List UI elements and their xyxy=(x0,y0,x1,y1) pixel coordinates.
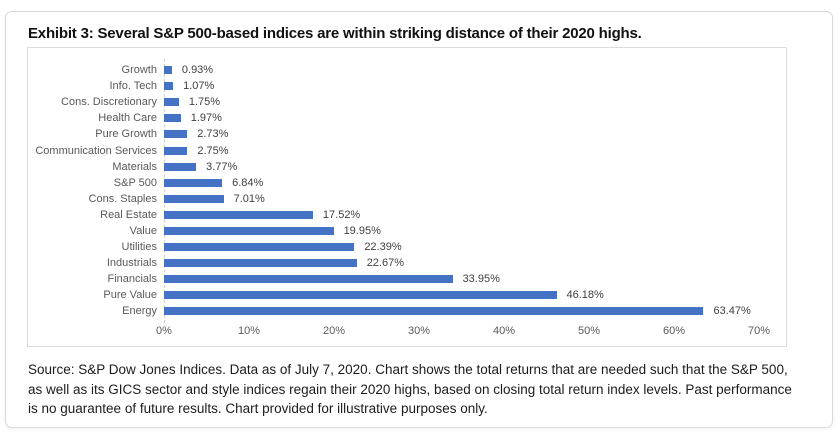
bar-row: Industrials 22.67% xyxy=(28,255,786,271)
bar-row: Cons. Staples 7.01% xyxy=(28,191,786,207)
bar-value-label: 1.07% xyxy=(183,80,215,93)
category-label: S&P 500 xyxy=(113,176,157,189)
category-label: Energy xyxy=(122,305,157,318)
bar-row: Communication Services 2.75% xyxy=(28,142,786,158)
category-label: Growth xyxy=(121,64,157,77)
bar-value-label: 22.67% xyxy=(366,257,404,270)
bar xyxy=(164,275,453,284)
bar xyxy=(164,114,181,123)
bar-track: 1.75% xyxy=(164,94,786,110)
bar-row: Energy 63.47% xyxy=(28,303,786,319)
category-label: Health Care xyxy=(98,112,157,125)
bar-value-label: 0.93% xyxy=(181,64,214,77)
bar-row: Value 19.95% xyxy=(28,223,786,239)
bar-track: 7.01% xyxy=(164,191,786,207)
bar-row: Info. Tech 1.07% xyxy=(28,78,786,94)
bar xyxy=(164,259,357,268)
bar-track: 22.67% xyxy=(164,255,786,271)
bar-row: S&P 500 6.84% xyxy=(28,175,786,191)
source-note: Source: S&P Dow Jones Indices. Data as o… xyxy=(28,360,820,419)
bar-track: 19.95% xyxy=(164,223,786,239)
category-label: Cons. Discretionary xyxy=(61,96,157,109)
bar-value-label: 17.52% xyxy=(322,208,361,221)
bar-track: 22.39% xyxy=(164,239,786,255)
bar xyxy=(164,178,223,187)
category-label: Real Estate xyxy=(100,208,157,221)
category-label: Utilities xyxy=(121,241,157,254)
bar-value-label: 63.47% xyxy=(713,305,751,318)
bar-row: Growth 0.93% xyxy=(28,62,786,78)
bar xyxy=(164,146,188,155)
bar-row: Financials 33.95% xyxy=(28,271,786,287)
category-label: Industrials xyxy=(106,257,157,270)
bar-row: Health Care 1.97% xyxy=(28,110,786,126)
bar xyxy=(164,82,174,91)
exhibit-card: Exhibit 3: Several S&P 500-based indices… xyxy=(5,11,833,428)
bar-value-label: 3.77% xyxy=(206,160,238,173)
bar-track: 63.47% xyxy=(164,303,786,319)
source-note-line: as well as its GICS sector and style ind… xyxy=(28,381,792,397)
bar-value-label: 1.75% xyxy=(188,96,221,109)
bar xyxy=(164,66,172,75)
x-tick-label: 70% xyxy=(747,325,771,337)
bar-track: 6.84% xyxy=(164,175,786,191)
bar xyxy=(164,226,334,235)
x-tick-label: 60% xyxy=(662,325,686,337)
bar xyxy=(164,162,197,171)
bar-rows: Growth 0.93% Info. Tech 1.07% Cons. Discreti… xyxy=(28,62,786,320)
bar-value-label: 7.01% xyxy=(233,192,265,205)
bar-value-label: 46.18% xyxy=(566,289,604,302)
bar-value-label: 19.95% xyxy=(343,224,381,237)
category-label: Info. Tech xyxy=(109,80,158,93)
bar-chart: Growth 0.93% Info. Tech 1.07% Cons. Discreti… xyxy=(27,47,787,347)
bar xyxy=(164,210,313,219)
source-note-line: is no guarantee of future results. Chart… xyxy=(28,401,488,416)
x-tick-label: 10% xyxy=(237,325,261,337)
bar xyxy=(164,307,704,316)
bar-track: 2.73% xyxy=(164,126,786,142)
category-label: Cons. Staples xyxy=(88,192,157,205)
bar-value-label: 2.75% xyxy=(197,144,229,157)
category-label: Pure Value xyxy=(103,289,157,302)
bar-row: Cons. Discretionary 1.75% xyxy=(28,94,786,110)
bar-row: Utilities 22.39% xyxy=(28,239,786,255)
bar-track: 0.93% xyxy=(164,62,786,78)
x-tick-label: 40% xyxy=(492,325,516,337)
bar-value-label: 6.84% xyxy=(232,176,264,189)
bar-value-label: 2.73% xyxy=(197,128,229,141)
category-label: Pure Growth xyxy=(95,128,157,141)
exhibit-title: Exhibit 3: Several S&P 500-based indices… xyxy=(28,25,642,42)
bar xyxy=(164,98,179,107)
bar-row: Pure Growth 2.73% xyxy=(28,126,786,142)
bar-value-label: 1.97% xyxy=(190,112,222,125)
bar xyxy=(164,243,355,252)
bar xyxy=(164,194,224,203)
bar-track: 46.18% xyxy=(164,287,786,303)
bar-track: 17.52% xyxy=(164,207,786,223)
y-axis-line xyxy=(164,59,165,323)
bar-row: Pure Value 46.18% xyxy=(28,287,786,303)
bar xyxy=(164,291,557,300)
x-tick-label: 20% xyxy=(322,325,346,337)
bar-track: 2.75% xyxy=(164,142,786,158)
x-tick-label: 0% xyxy=(156,325,172,337)
category-label: Value xyxy=(129,224,157,237)
x-axis-ticks: 0% 10% 20% 30% 40% 50% 60% 70% xyxy=(156,325,770,339)
bar xyxy=(164,130,188,139)
bar-row: Materials 3.77% xyxy=(28,159,786,175)
category-label: Communication Services xyxy=(35,144,157,157)
bar-row: Real Estate 17.52% xyxy=(28,207,786,223)
x-tick-label: 30% xyxy=(407,325,431,337)
bar-track: 1.97% xyxy=(164,110,786,126)
category-label: Financials xyxy=(107,273,157,286)
category-label: Materials xyxy=(112,160,157,173)
bar-track: 33.95% xyxy=(164,271,786,287)
bar-track: 1.07% xyxy=(164,78,786,94)
bar-value-label: 22.39% xyxy=(364,241,402,254)
x-tick-label: 50% xyxy=(577,325,601,337)
bar-track: 3.77% xyxy=(164,159,786,175)
source-note-line: Source: S&P Dow Jones Indices. Data as o… xyxy=(28,362,788,377)
bar-value-label: 33.95% xyxy=(462,273,500,286)
